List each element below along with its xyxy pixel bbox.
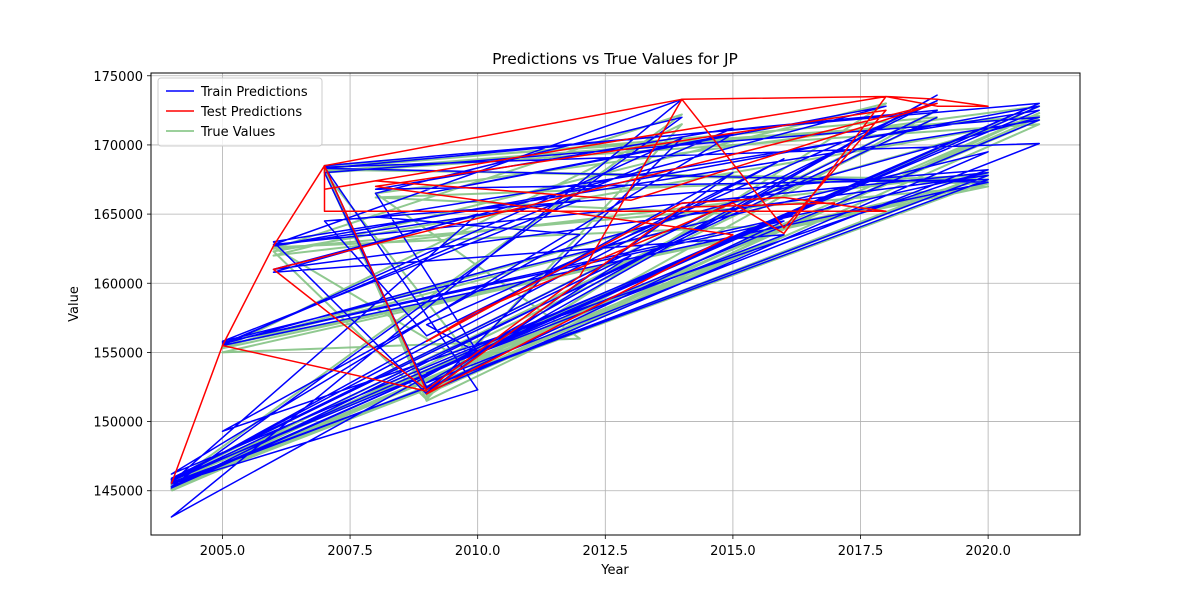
x-tick-label: 2007.5 [327,544,373,559]
chart-title: Predictions vs True Values for JP [492,50,738,68]
x-tick-label: 2020.0 [965,544,1011,559]
legend-box [157,77,323,147]
y-tick-label: 160000 [93,277,143,292]
y-tick-label: 175000 [93,70,143,85]
x-tick-label: 2015.0 [710,544,756,559]
y-axis-label: Value [67,286,82,322]
y-tick-label: 145000 [93,485,143,500]
y-tick-label: 155000 [93,346,143,361]
legend: Train Predictions Test Predictions True … [157,77,323,147]
x-tick-label: 2010.0 [455,544,501,559]
x-axis-ticks: 2005.0 2007.5 2010.0 2012.5 2015.0 2017.5 2020… [200,535,1011,559]
x-tick-label: 2012.5 [583,544,629,559]
y-tick-label: 165000 [93,208,143,223]
plot-area [170,94,1041,518]
y-axis-ticks: 145000 150000 155000 160000 165000 170000 1750… [93,70,151,500]
legend-label-test: Test Predictions [200,105,302,120]
y-tick-label: 170000 [93,139,143,154]
series-line-test-predictions [170,95,989,485]
legend-label-true: True Values [200,125,275,140]
series-line-train-predictions [170,94,1040,518]
x-tick-label: 2017.5 [838,544,884,559]
x-axis-label: Year [600,563,629,578]
legend-label-train: Train Predictions [200,85,308,100]
plot-frame [150,72,1081,536]
x-tick-label: 2005.0 [200,544,246,559]
y-tick-label: 150000 [93,416,143,431]
